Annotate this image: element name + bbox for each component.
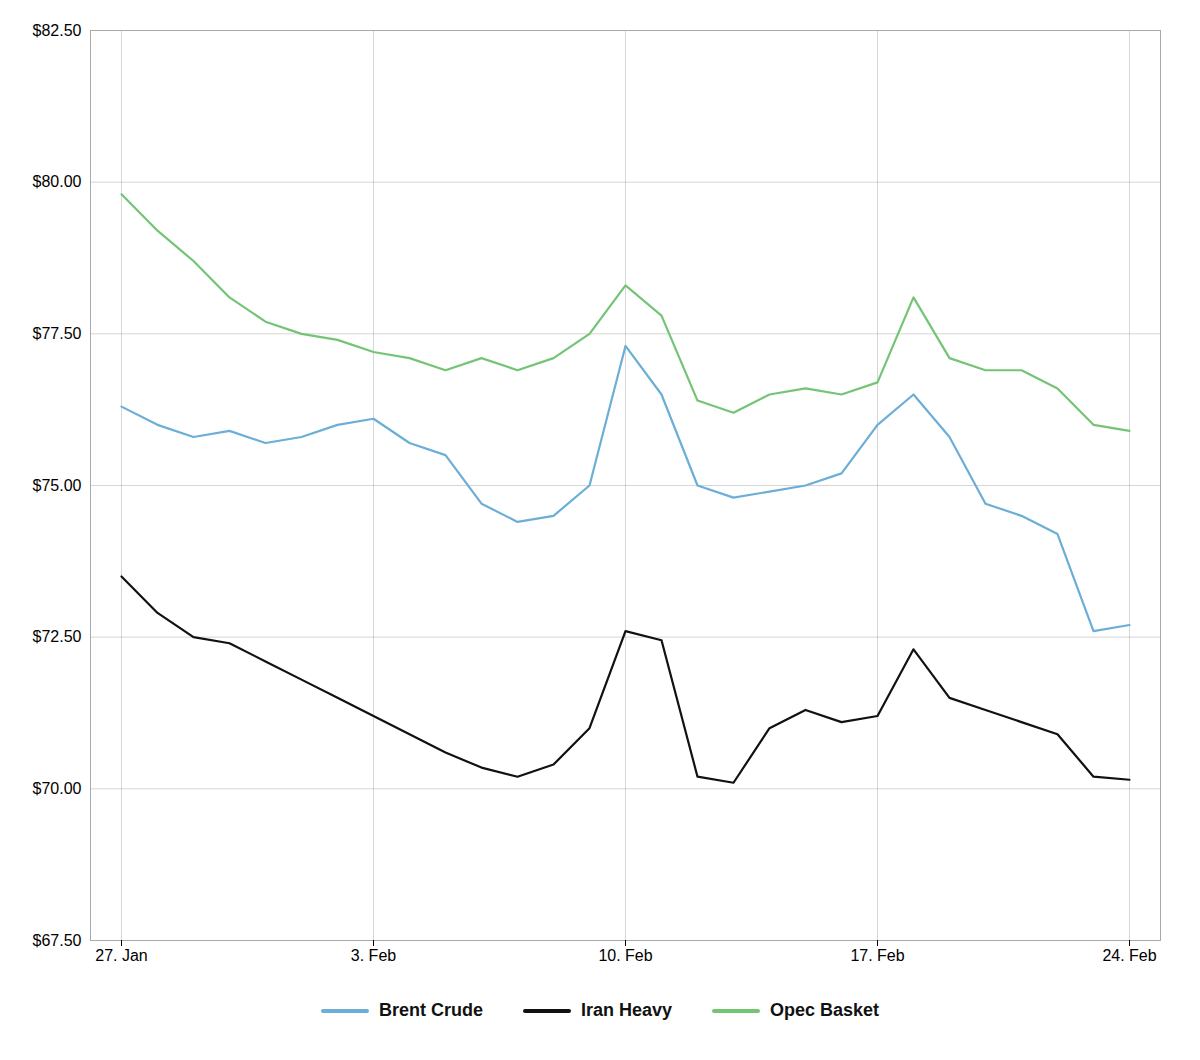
svg-text:27. Jan: 27. Jan [95,947,147,964]
svg-text:$82.50: $82.50 [33,22,82,39]
svg-text:$80.00: $80.00 [33,173,82,190]
html-text:Brent Crude: Brent Crude [378,1000,483,1020]
svg-text:$70.00: $70.00 [33,780,82,797]
svg-text:$67.50: $67.50 [33,932,82,949]
svg-text:$77.50: $77.50 [33,325,82,342]
html-text:Opec Basket: Opec Basket [770,1000,880,1020]
svg-text:17. Feb: 17. Feb [850,947,904,964]
html-text:Iran Heavy: Iran Heavy [580,1000,672,1020]
svg-text:24. Feb: 24. Feb [1102,947,1156,964]
svg-text:10. Feb: 10. Feb [598,947,652,964]
svg-text:$75.00: $75.00 [33,477,82,494]
svg-text:3. Feb: 3. Feb [351,947,396,964]
svg-text:$72.50: $72.50 [33,628,82,645]
